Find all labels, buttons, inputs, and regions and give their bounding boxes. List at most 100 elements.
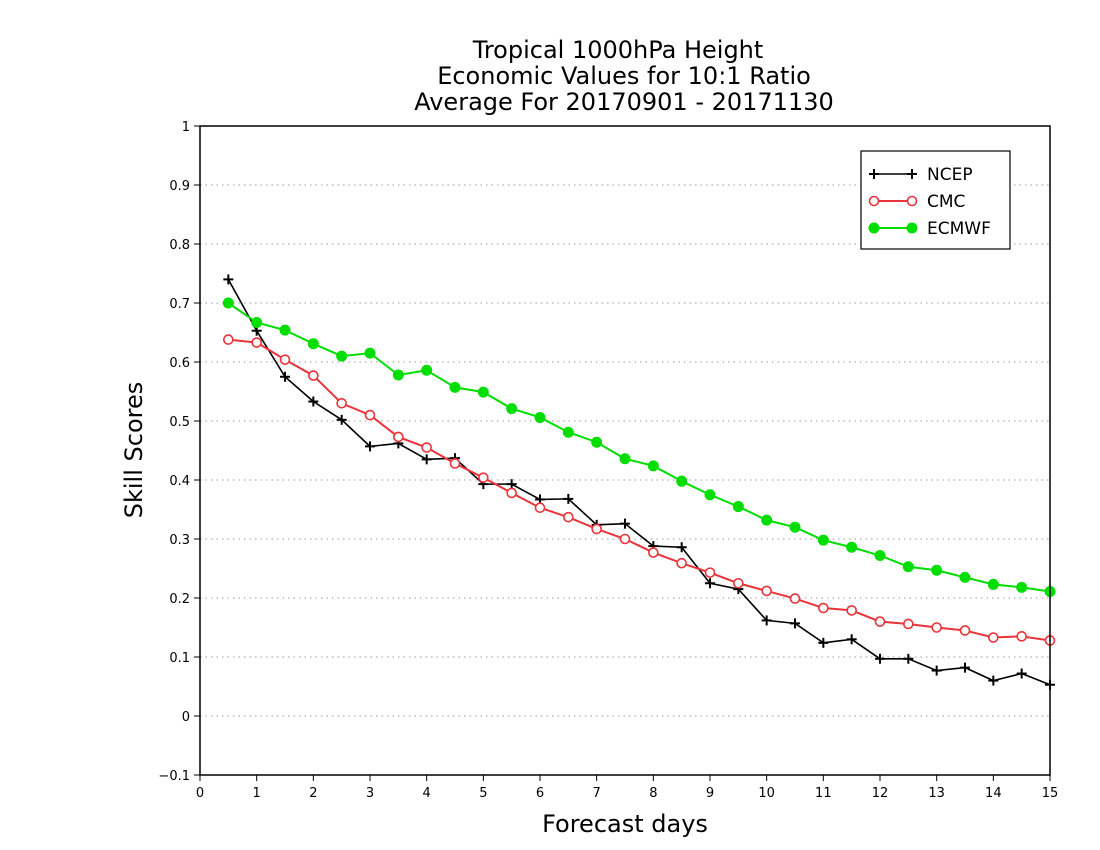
- cmc-point: [1016, 631, 1027, 642]
- ecmwf-point: [817, 534, 829, 546]
- cmc-point: [506, 487, 517, 499]
- legend-marker-end: [907, 169, 917, 179]
- ecmwf-point: [392, 369, 404, 381]
- x-tick-label: 4: [423, 786, 431, 801]
- ecmwf-point: [987, 578, 999, 590]
- ncep-point: [308, 396, 319, 407]
- legend-item-ncep: NCEP: [869, 165, 973, 185]
- cmc-point: [336, 397, 347, 409]
- cmc-point: [761, 585, 772, 597]
- ecmwf-point: [619, 453, 631, 465]
- title-line-1: Tropical 1000hPa Height: [472, 36, 764, 64]
- legend-marker-end: [906, 222, 918, 234]
- x-tick-label: 14: [985, 786, 1002, 801]
- x-tick-label: 7: [593, 786, 601, 801]
- cmc-point: [251, 337, 262, 348]
- x-tick-label: 11: [815, 786, 832, 801]
- x-tick-label: 12: [872, 786, 889, 801]
- ecmwf-point: [251, 316, 263, 328]
- cmc-point: [591, 523, 602, 535]
- series-cmc: [223, 334, 1056, 646]
- legend-marker-start: [869, 169, 879, 179]
- ncep-line: [227, 279, 1051, 686]
- ncep-point: [988, 675, 999, 686]
- ncep-point: [903, 653, 914, 664]
- ncep-point: [365, 441, 375, 452]
- x-tick-label: 6: [536, 786, 544, 801]
- y-tick-label: 0.7: [169, 297, 190, 312]
- y-tick-label: 0.3: [169, 533, 190, 548]
- y-tick-label: 0.8: [169, 238, 190, 253]
- y-tick-label: 0.4: [169, 474, 190, 489]
- cmc-point: [903, 618, 914, 630]
- x-tick-label: 8: [649, 786, 657, 801]
- ecmwf-point: [704, 489, 716, 501]
- gridlines: [200, 184, 1050, 717]
- axis-ticks: −0.100.10.20.30.40.50.60.70.80.910 1 2 3 4 5 6…: [158, 120, 1058, 801]
- legend-label-ecmwf: ECMWF: [927, 219, 991, 239]
- y-tick-label: 0.5: [169, 415, 190, 430]
- ecmwf-point: [336, 350, 348, 362]
- x-tick-label: 0: [196, 786, 204, 801]
- ecmwf-point: [874, 550, 886, 562]
- ncep-point: [506, 479, 517, 490]
- legend: NCEP CMC ECMWF: [860, 150, 1011, 250]
- cmc-point: [563, 511, 574, 523]
- ecmwf-point: [364, 347, 376, 359]
- ncep-point: [705, 578, 715, 589]
- ecmwf-point: [222, 297, 234, 309]
- legend-item-ecmwf: ECMWF: [868, 219, 991, 239]
- cmc-point: [449, 458, 461, 469]
- ncep-point: [818, 637, 829, 648]
- x-tick-label: 10: [758, 786, 775, 801]
- ecmwf-point: [959, 571, 971, 583]
- ecmwf-point: [477, 386, 489, 398]
- legend-label-ncep: NCEP: [927, 165, 973, 185]
- y-tick-label: 0.6: [169, 356, 190, 371]
- x-tick-label: 2: [309, 786, 317, 801]
- x-tick-label: 3: [366, 786, 374, 801]
- ecmwf-point: [591, 436, 603, 448]
- ncep-point: [931, 665, 942, 676]
- title-line-3: Average For 20170901 - 20171130: [414, 88, 834, 116]
- ncep-point: [280, 371, 290, 382]
- series-ecmwf: [222, 297, 1056, 598]
- cmc-point: [534, 502, 546, 514]
- legend-marker-start: [868, 195, 880, 207]
- ecmwf-point: [562, 426, 574, 438]
- y-tick-label: −0.1: [158, 769, 190, 784]
- cmc-point: [704, 567, 716, 578]
- x-tick-label: 15: [1042, 786, 1059, 801]
- ecmwf-point: [761, 514, 773, 526]
- y-tick-label: 0.1: [169, 651, 190, 666]
- ncep-point: [223, 274, 234, 285]
- ecmwf-point: [449, 381, 461, 393]
- y-tick-label: 0.2: [169, 592, 190, 607]
- legend-label-cmc: CMC: [927, 192, 965, 212]
- ecmwf-point: [1016, 581, 1028, 593]
- ecmwf-point: [676, 475, 688, 487]
- ncep-point: [676, 542, 687, 553]
- cmc-point: [223, 334, 234, 345]
- series-layer: [222, 274, 1056, 690]
- cmc-point: [279, 354, 291, 365]
- ncep-point: [563, 493, 574, 504]
- cmc-point: [478, 472, 489, 483]
- legend-entries: NCEP CMC ECMWF: [868, 165, 991, 239]
- ecmwf-point: [647, 460, 659, 472]
- cmc-line: [228, 338, 1051, 642]
- plot-frame: [199, 125, 1051, 776]
- legend-item-cmc: CMC: [868, 192, 965, 212]
- cmc-point: [818, 602, 829, 614]
- ecmwf-point: [902, 561, 914, 573]
- ncep-point: [960, 662, 970, 673]
- ncep-point: [336, 414, 347, 425]
- cmc-point: [959, 625, 971, 636]
- cmc-point: [308, 370, 319, 381]
- ecmwf-point: [279, 324, 291, 336]
- y-tick-label: 0: [182, 710, 190, 725]
- ecmwf-line: [227, 302, 1051, 593]
- ncep-point: [790, 618, 800, 629]
- cmc-point: [364, 409, 376, 421]
